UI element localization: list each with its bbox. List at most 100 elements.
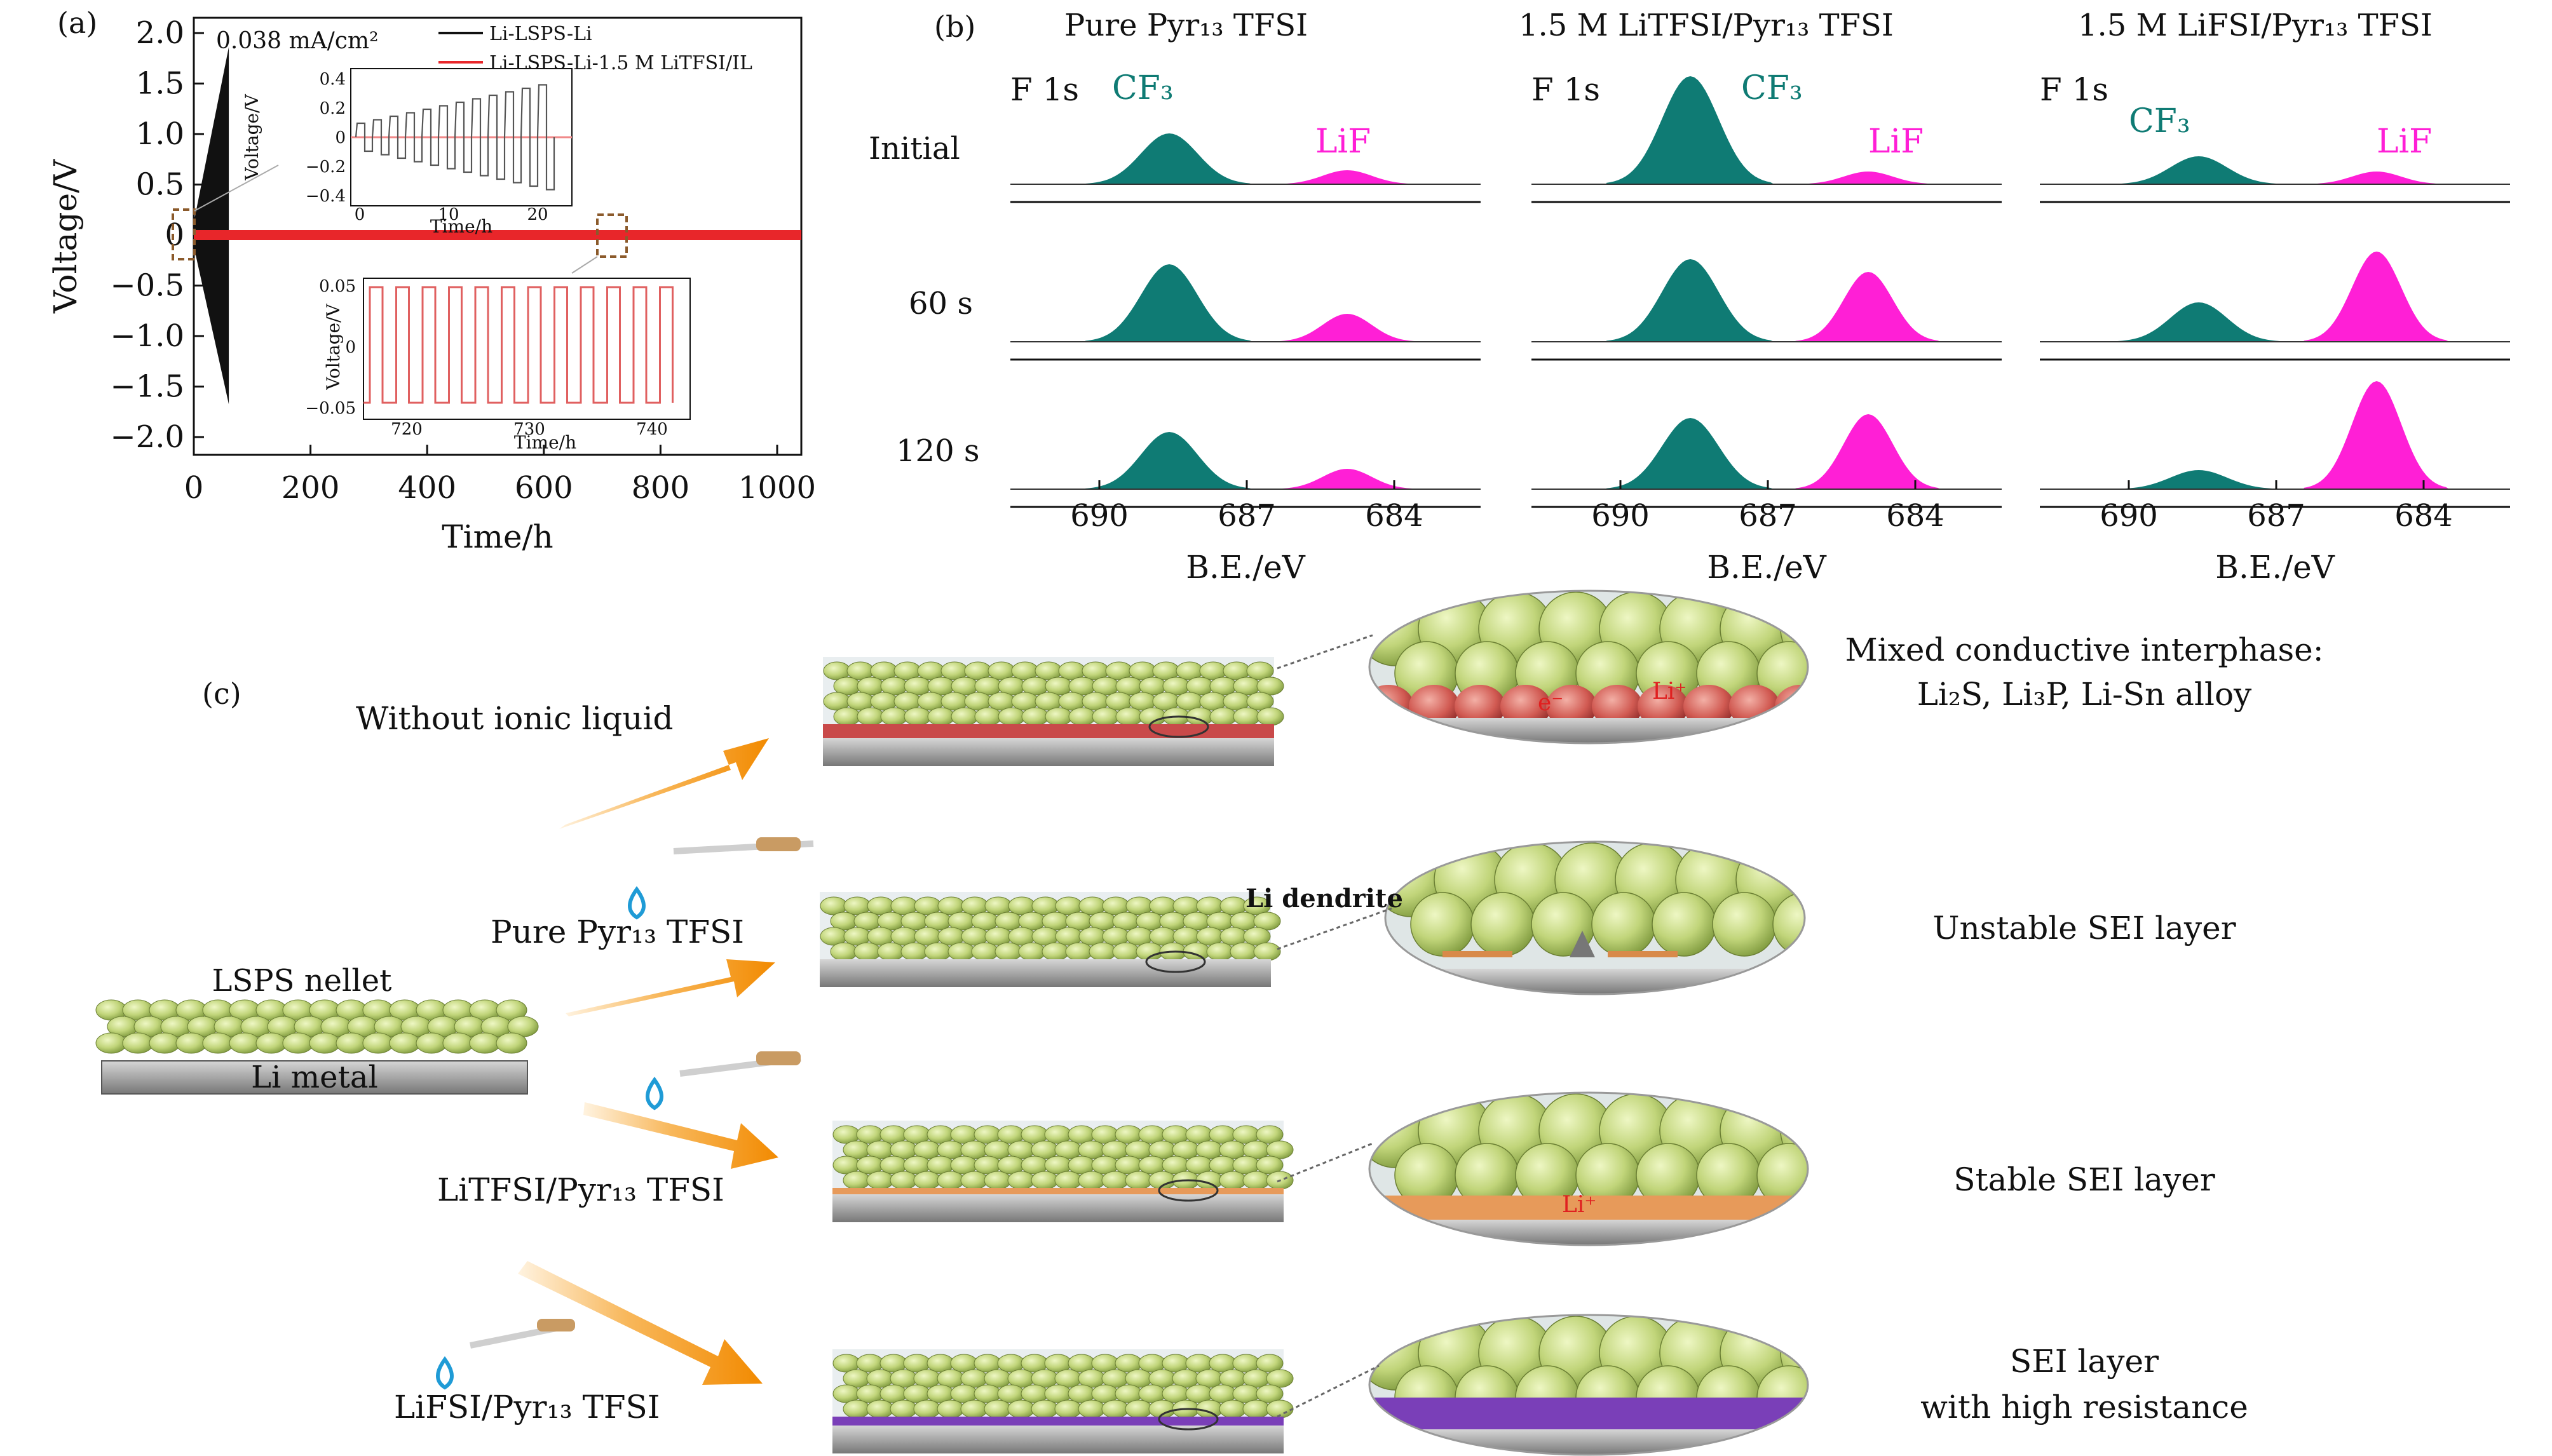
row-label-120s: 120 s (896, 433, 980, 469)
zoom-li-metal (1369, 1429, 1808, 1455)
pellet-sphere (1266, 1140, 1294, 1159)
pellet-sphere (362, 1032, 394, 1054)
column-title-1: Pure Pyr₁₃ TFSI (1064, 8, 1308, 43)
lif-peak (1795, 272, 1941, 342)
inset-2-y-tick-label: 0 (345, 338, 356, 357)
dropper-2 (628, 837, 814, 920)
dendrite-spike (1570, 931, 1595, 957)
process-arrow-2 (566, 959, 775, 1016)
li-metal-slab (101, 1060, 528, 1095)
zoom-connector-1 (194, 165, 279, 212)
pellet-sphere (1007, 1171, 1035, 1190)
pellet-sphere (1021, 707, 1049, 726)
cell-4 (832, 1349, 1294, 1453)
pellet-sphere (1031, 1399, 1059, 1419)
pellet-sphere (1125, 1171, 1153, 1190)
pellet-sphere (1219, 1171, 1247, 1190)
alloy-sphere (1592, 685, 1643, 728)
panel-a: (a) 2.01.51.00.50−0.5−1.0−1.5−2.0 0 200 40… (47, 6, 816, 555)
panel-b: (b) Pure Pyr₁₃ TFSI 1.5 M LiTFSI/Pyr₁₃ T… (869, 8, 2510, 586)
pellet-sphere (1243, 896, 1271, 915)
zoom-sphere (1591, 892, 1656, 957)
panel-a-x-label: Time/h (442, 518, 553, 555)
pellet-sphere (890, 1399, 918, 1419)
pellet-sphere (960, 1171, 988, 1190)
inset-1-x-label: Time/h (430, 216, 492, 237)
alloy-sphere (1455, 685, 1505, 728)
cf3-label: CF₃ (1112, 69, 1174, 107)
xps-x-tick-label: 684 (1886, 498, 1945, 534)
zoom-marker (1158, 1179, 1219, 1202)
pellet-sphere (880, 707, 908, 726)
pellet-sphere (1065, 942, 1093, 961)
pellet-sphere (924, 942, 952, 961)
pellet-sphere (947, 942, 975, 961)
lif-peak (2304, 381, 2450, 489)
x-tick-label: 800 (632, 470, 690, 506)
lsps-pellet-label: LSPS nellet (212, 963, 392, 999)
region-label: F 1s (2040, 71, 2108, 108)
lif-peak (1795, 172, 1941, 184)
zoom-connector (1277, 1142, 1373, 1183)
pellet-sphere (833, 707, 861, 726)
pellet-sphere (1242, 1171, 1270, 1190)
xps-x-tick-label: 687 (2247, 498, 2305, 534)
zoom-box-1 (172, 208, 196, 260)
xps-x-tick-label: 684 (2394, 498, 2453, 534)
lif-label: LiF (1868, 123, 1924, 161)
series-li-lsps-li (194, 47, 229, 405)
lsps-pellet-spheres (95, 999, 539, 1054)
pellet-sphere (843, 1399, 871, 1419)
panel-a-y-ticks: 2.0 1.5 1.0 0.5 0 −0.5 −1.0 −1.5 −2.0 (110, 15, 204, 455)
inset-1: 0.4 0.2 0 −0.2 −0.4 0 10 20 Voltage/V Time/h (241, 68, 573, 237)
lif-peak (1795, 414, 1941, 489)
condition-label-3: LiTFSI/Pyr₁₃ TFSI (437, 1171, 724, 1208)
y-tick-label: −1.0 (110, 318, 184, 354)
inset-1-x-tick-label: 20 (527, 205, 548, 224)
inset-2-y-label: Voltage/V (323, 303, 344, 390)
pellet-sphere (1256, 677, 1284, 696)
lif-peak (1274, 170, 1420, 184)
row-label-60s: 60 s (909, 286, 973, 321)
zoom-sphere (1652, 892, 1716, 957)
li-metal-layer (832, 1426, 1284, 1453)
pellet-sphere (1219, 1399, 1247, 1419)
pellet-sphere (1266, 1369, 1294, 1388)
cf3-peak (1085, 264, 1253, 342)
alloy-sphere (1369, 685, 1414, 728)
alloy-sphere (1638, 685, 1688, 728)
condition-label-1: Without ionic liquid (356, 700, 673, 737)
cf3-peak (2115, 470, 2283, 489)
pellet-sphere (1045, 707, 1073, 726)
zoom-view-3 (1368, 1091, 1809, 1246)
pellet-sphere (1054, 1399, 1082, 1419)
panel-a-label: (a) (57, 6, 97, 40)
pellet-sphere (866, 1171, 894, 1190)
zoom-sphere (1470, 892, 1535, 957)
lif-label: LiF (1315, 123, 1371, 161)
pellet-sphere (857, 707, 885, 726)
legend-entry-black: Li-LSPS-Li (489, 23, 592, 45)
pellet-sphere (830, 942, 858, 961)
pellet-sphere (1209, 707, 1237, 726)
pellet-sphere (202, 1032, 234, 1054)
row-label-initial: Initial (869, 131, 960, 166)
li-ion-label-1: Li⁺ (1652, 678, 1687, 704)
li-metal-layer (832, 1194, 1284, 1222)
inset-2-frame (363, 278, 691, 420)
xps-x-tick-label: 687 (1218, 498, 1276, 534)
inset-2-x-tick-label: 730 (513, 420, 545, 439)
zoom-sphere (1410, 892, 1475, 957)
pellet-sphere (442, 1032, 474, 1054)
y-tick-label: −0.5 (110, 268, 184, 304)
zoom-interphase (1369, 1196, 1808, 1220)
zoom-sphere (1796, 842, 1805, 917)
inset-2-x-tick-label: 740 (636, 420, 668, 439)
zoom-sphere (1712, 892, 1777, 957)
pellet-sphere (229, 1032, 261, 1054)
cell-diagrams (820, 657, 1294, 1453)
y-tick-label: 1.5 (136, 66, 184, 102)
pellet-sphere (984, 1399, 1012, 1419)
x-tick-label: 0 (184, 470, 204, 506)
zoom-outline (1368, 1314, 1809, 1456)
